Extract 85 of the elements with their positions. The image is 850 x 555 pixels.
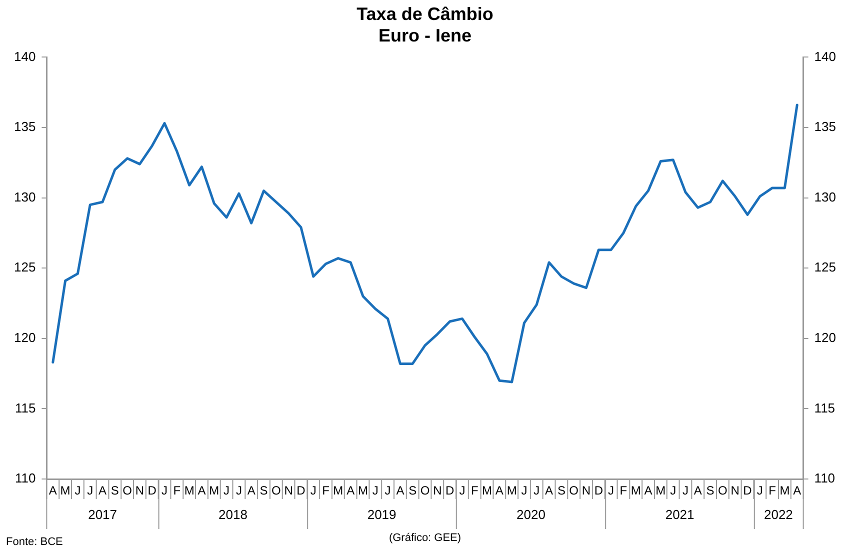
- text: (Gráfico: GEE): [388, 532, 462, 544]
- y2-tick-label: 120: [814, 330, 836, 345]
- x-tick-label: D: [594, 484, 604, 498]
- y2-tick-label: 125: [814, 260, 836, 275]
- x-tick-label: F: [620, 484, 628, 498]
- x-tick-label: A: [396, 484, 404, 498]
- x-tick-label: A: [644, 484, 652, 498]
- x-tick-label: O: [122, 484, 132, 498]
- x-tick-label: J: [224, 484, 230, 498]
- y-tick-label: 135: [14, 119, 36, 134]
- x-tick-label: D: [148, 484, 157, 498]
- x-tick-label: M: [333, 484, 344, 498]
- x-tick-label: A: [247, 484, 256, 498]
- x-tick-label: J: [384, 484, 391, 498]
- chart-title: Taxa de Câmbio: [356, 4, 494, 24]
- x-tick-label: M: [780, 484, 790, 498]
- x-tick-label: J: [756, 484, 763, 498]
- x-tick-label: M: [209, 484, 220, 498]
- y-tick-label: 130: [14, 189, 36, 204]
- x2-tick-label: 2021: [665, 506, 694, 522]
- x-tick-label: A: [48, 484, 57, 498]
- x2-tick-label: 2020: [516, 506, 546, 522]
- x-tick-label: N: [730, 484, 740, 498]
- x-tick-label: J: [236, 484, 242, 498]
- x-tick-label: M: [630, 484, 641, 498]
- chart-subtitle: Euro - Iene: [378, 25, 472, 46]
- x-tick-label: N: [135, 484, 144, 498]
- x-tick-label: N: [582, 484, 591, 498]
- x2-tick-label: 2019: [367, 506, 396, 522]
- x-tick-label: J: [534, 484, 540, 498]
- x-tick-label: J: [682, 484, 688, 498]
- x-tick-label: N: [284, 484, 293, 498]
- x-tick-label: A: [694, 484, 702, 498]
- x-tick-label: A: [198, 484, 206, 498]
- x-tick-label: F: [173, 484, 181, 498]
- x-tick-label: J: [372, 484, 378, 498]
- x-tick-label: M: [506, 484, 517, 498]
- y-tick-label: 115: [14, 400, 36, 416]
- y-tick-label: 140: [14, 48, 36, 64]
- y-tick-label: 110: [14, 470, 36, 486]
- x-tick-label: S: [557, 484, 566, 498]
- x-tick-label: J: [670, 484, 676, 498]
- x-tick-label: S: [110, 484, 119, 498]
- x-tick-label: J: [162, 484, 168, 498]
- x-tick-label: J: [74, 484, 81, 498]
- x-tick-label: A: [793, 484, 802, 498]
- x-tick-label: D: [743, 484, 752, 498]
- x-tick-label: S: [408, 484, 417, 498]
- x-tick-label: M: [184, 484, 194, 498]
- y2-tick-label: 135: [814, 119, 836, 134]
- x2-tick-label: 2018: [218, 506, 248, 522]
- y2-tick-label: 110: [814, 470, 836, 486]
- x-tick-label: F: [768, 484, 776, 498]
- x-tick-label: A: [346, 484, 355, 498]
- x-tick-label: M: [482, 484, 492, 498]
- x-tick-label: M: [60, 484, 70, 498]
- x-tick-label: O: [420, 484, 430, 498]
- x-tick-label: D: [445, 484, 454, 498]
- y-tick-label: 120: [14, 330, 36, 345]
- x-tick-label: J: [608, 484, 614, 498]
- x-tick-label: J: [87, 484, 94, 498]
- y-tick-label: 125: [14, 260, 36, 275]
- x-tick-label: J: [459, 484, 466, 498]
- y2-tick-label: 130: [814, 189, 836, 204]
- x-tick-label: A: [98, 484, 107, 498]
- source-note: Fonte: BCE: [6, 536, 63, 548]
- x-tick-label: A: [545, 484, 554, 498]
- x-tick-label: J: [521, 484, 528, 498]
- x-tick-label: A: [495, 484, 504, 498]
- x-tick-label: F: [322, 484, 330, 498]
- x-tick-label: N: [433, 484, 442, 498]
- x-tick-label: S: [706, 484, 714, 498]
- x-tick-label: O: [271, 484, 281, 498]
- x-tick-label: O: [718, 484, 728, 498]
- y2-tick-label: 115: [814, 400, 836, 416]
- x2-tick-label: 2017: [88, 506, 117, 522]
- x-tick-label: J: [310, 484, 316, 498]
- x-tick-label: M: [358, 484, 368, 498]
- x-tick-label: D: [296, 484, 306, 498]
- x-tick-label: F: [470, 484, 478, 498]
- x-tick-label: M: [656, 484, 666, 498]
- x2-tick-label: 2022: [764, 506, 793, 522]
- x-tick-label: O: [569, 484, 579, 498]
- y2-tick-label: 140: [814, 48, 836, 64]
- x-tick-label: S: [260, 484, 268, 498]
